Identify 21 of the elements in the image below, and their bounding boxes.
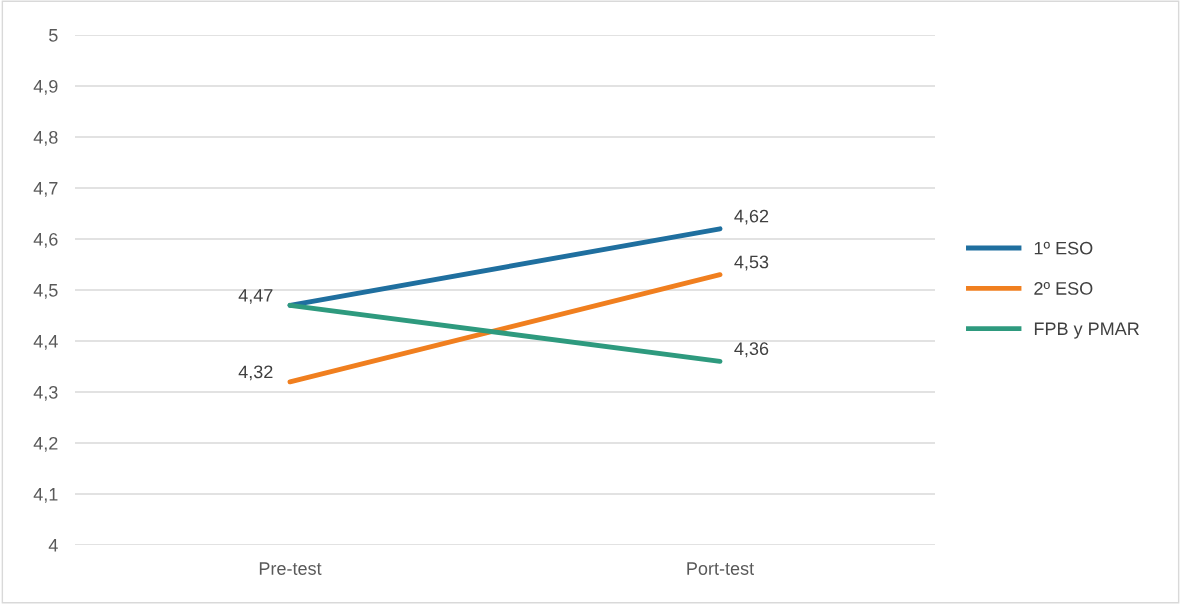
data-label: 4,32 xyxy=(238,365,273,381)
y-tick-label: 4,3 xyxy=(33,385,58,401)
x-tick-label: Pre-test xyxy=(259,562,322,575)
legend-label: 1º ESO xyxy=(1034,241,1093,255)
y-tick-label: 4,7 xyxy=(33,182,58,197)
y-tick-label: 4,1 xyxy=(33,488,58,503)
y-tick-label: 4,9 xyxy=(33,79,58,95)
data-label: 4,36 xyxy=(734,342,769,358)
legend-label: FPB y PMAR xyxy=(1034,322,1139,339)
y-tick-label: 4,2 xyxy=(33,436,58,452)
data-label: 4,53 xyxy=(734,255,769,271)
y-tick-label: 4,5 xyxy=(33,284,58,299)
x-tick-label: Port-test xyxy=(687,562,754,575)
data-label: 4,47 xyxy=(238,289,273,304)
y-tick-label: 5 xyxy=(49,29,58,42)
data-label: 4,62 xyxy=(734,209,769,225)
y-tick-label: 4 xyxy=(48,539,58,552)
y-tick-label: 4,4 xyxy=(33,335,58,350)
y-tick-label: 4,6 xyxy=(33,232,58,248)
legend-label: 2º ESO xyxy=(1034,282,1093,295)
y-tick-label: 4,8 xyxy=(33,130,58,146)
